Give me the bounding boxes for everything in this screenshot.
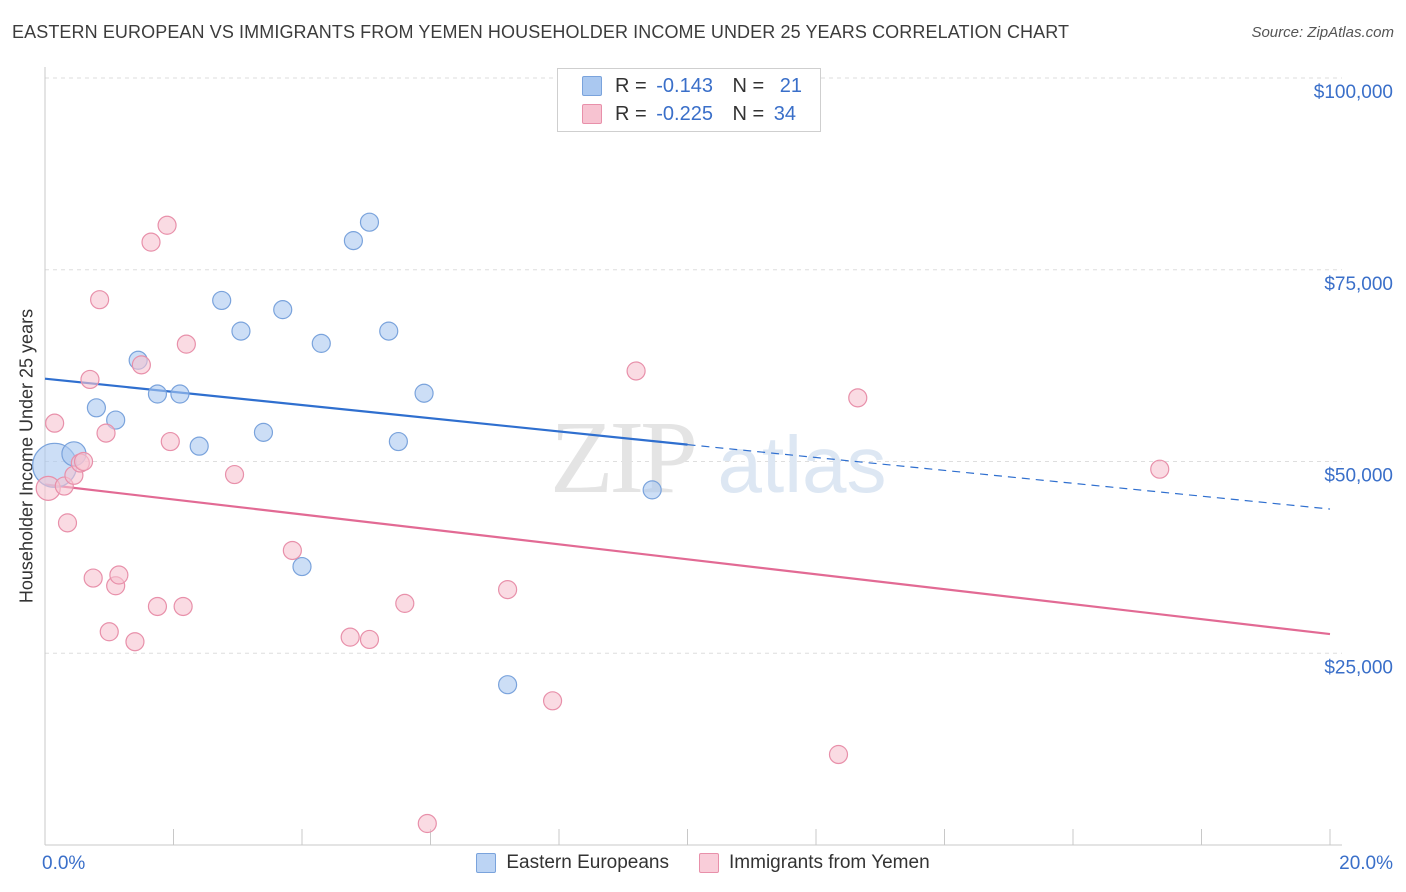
point-immigrants-from-yemen [147, 596, 168, 617]
point-immigrants-from-yemen [90, 290, 110, 310]
grid-layer [45, 77, 1342, 654]
n-value: 21 [779, 74, 803, 97]
point-eastern-europeans [414, 383, 434, 403]
watermark-zip: ZIP [550, 400, 694, 515]
point-immigrants-from-yemen [1150, 459, 1170, 479]
point-immigrants-from-yemen [45, 413, 65, 433]
trend-line-immigrants-from-yemen [44, 483, 1331, 636]
source-label: Source: ZipAtlas.com [1251, 24, 1394, 41]
point-eastern-europeans [147, 384, 168, 404]
legend-item-immigrants-from-yemen[interactable]: Immigrants from Yemen [699, 852, 930, 874]
stats-legend: R = -0.143 N = 21 R = -0.225 N = 34 [557, 68, 821, 132]
point-eastern-europeans [273, 300, 293, 320]
y-tick-label: $75,000 [1324, 274, 1393, 295]
point-immigrants-from-yemen [282, 540, 302, 561]
y-tick-label: $50,000 [1324, 466, 1393, 487]
legend-swatch-immigrants-from-yemen [699, 853, 720, 873]
point-immigrants-from-yemen [359, 629, 380, 650]
y-tick-label: $25,000 [1324, 657, 1393, 678]
point-immigrants-from-yemen [99, 622, 119, 642]
point-immigrants-from-yemen [73, 451, 94, 472]
point-immigrants-from-yemen [417, 813, 437, 834]
n-label: N = [732, 102, 765, 125]
point-immigrants-from-yemen [176, 334, 196, 354]
point-immigrants-from-yemen [340, 627, 360, 647]
point-immigrants-from-yemen [141, 232, 161, 252]
point-immigrants-from-yemen [848, 388, 868, 408]
point-eastern-europeans [379, 321, 399, 341]
x-tick-label: 0.0% [42, 853, 85, 874]
point-immigrants-from-yemen [626, 361, 646, 381]
y-tick-label: $100,000 [1314, 82, 1393, 103]
tick-labels: $25,000 $50,000 $75,000 $100,000 0.0% 20.0% [42, 82, 1393, 874]
point-immigrants-from-yemen [498, 579, 518, 600]
n-label: N = [732, 74, 765, 97]
r-label: R = [615, 74, 647, 97]
point-immigrants-from-yemen [224, 464, 245, 485]
point-eastern-europeans [388, 431, 408, 452]
r-label: R = [615, 102, 647, 125]
point-eastern-europeans [231, 321, 251, 341]
point-immigrants-from-yemen [828, 744, 849, 765]
point-eastern-europeans [106, 410, 126, 430]
point-immigrants-from-yemen [125, 632, 145, 652]
r-value: -0.143 [656, 74, 713, 97]
legend-label-eastern-europeans: Eastern Europeans [506, 852, 670, 873]
point-immigrants-from-yemen [157, 215, 177, 235]
point-eastern-europeans [343, 231, 363, 251]
point-eastern-europeans [170, 384, 190, 404]
point-immigrants-from-yemen [160, 431, 180, 452]
x-tick-label: 20.0% [1339, 853, 1393, 874]
point-immigrants-from-yemen [96, 423, 116, 443]
stats-swatch-eastern-europeans [582, 76, 602, 96]
trend-line-extension-eastern-europeans [687, 444, 1331, 510]
point-immigrants-from-yemen [173, 596, 193, 617]
point-eastern-europeans [212, 290, 232, 311]
point-immigrants-from-yemen [542, 691, 563, 711]
point-eastern-europeans [86, 398, 107, 418]
n-value: 34 [773, 102, 797, 125]
point-eastern-europeans [359, 212, 380, 232]
legend-label-immigrants-from-yemen: Immigrants from Yemen [729, 852, 930, 873]
point-eastern-europeans [189, 436, 209, 456]
chart-legend: Eastern Europeans Immigrants from Yemen [0, 852, 1406, 874]
legend-swatch-eastern-europeans [476, 853, 497, 873]
point-immigrants-from-yemen [83, 568, 103, 588]
r-value: -0.225 [656, 102, 713, 125]
legend-item-eastern-europeans[interactable]: Eastern Europeans [476, 852, 669, 874]
stats-swatch-immigrants-from-yemen [582, 104, 602, 124]
chart-title: EASTERN EUROPEAN VS IMMIGRANTS FROM YEME… [12, 22, 1070, 42]
point-immigrants-from-yemen [109, 565, 129, 585]
point-immigrants-from-yemen [131, 355, 151, 375]
point-eastern-europeans [498, 675, 518, 695]
point-immigrants-from-yemen [80, 369, 100, 390]
watermark-atlas: atlas [718, 420, 887, 509]
point-eastern-europeans [292, 556, 312, 577]
point-eastern-europeans [311, 333, 331, 353]
point-eastern-europeans [642, 480, 662, 500]
watermark: ZIP atlas [550, 400, 886, 515]
point-immigrants-from-yemen [395, 593, 415, 613]
data-points [32, 212, 1170, 834]
point-eastern-europeans [253, 422, 274, 442]
point-immigrants-from-yemen [57, 513, 78, 533]
